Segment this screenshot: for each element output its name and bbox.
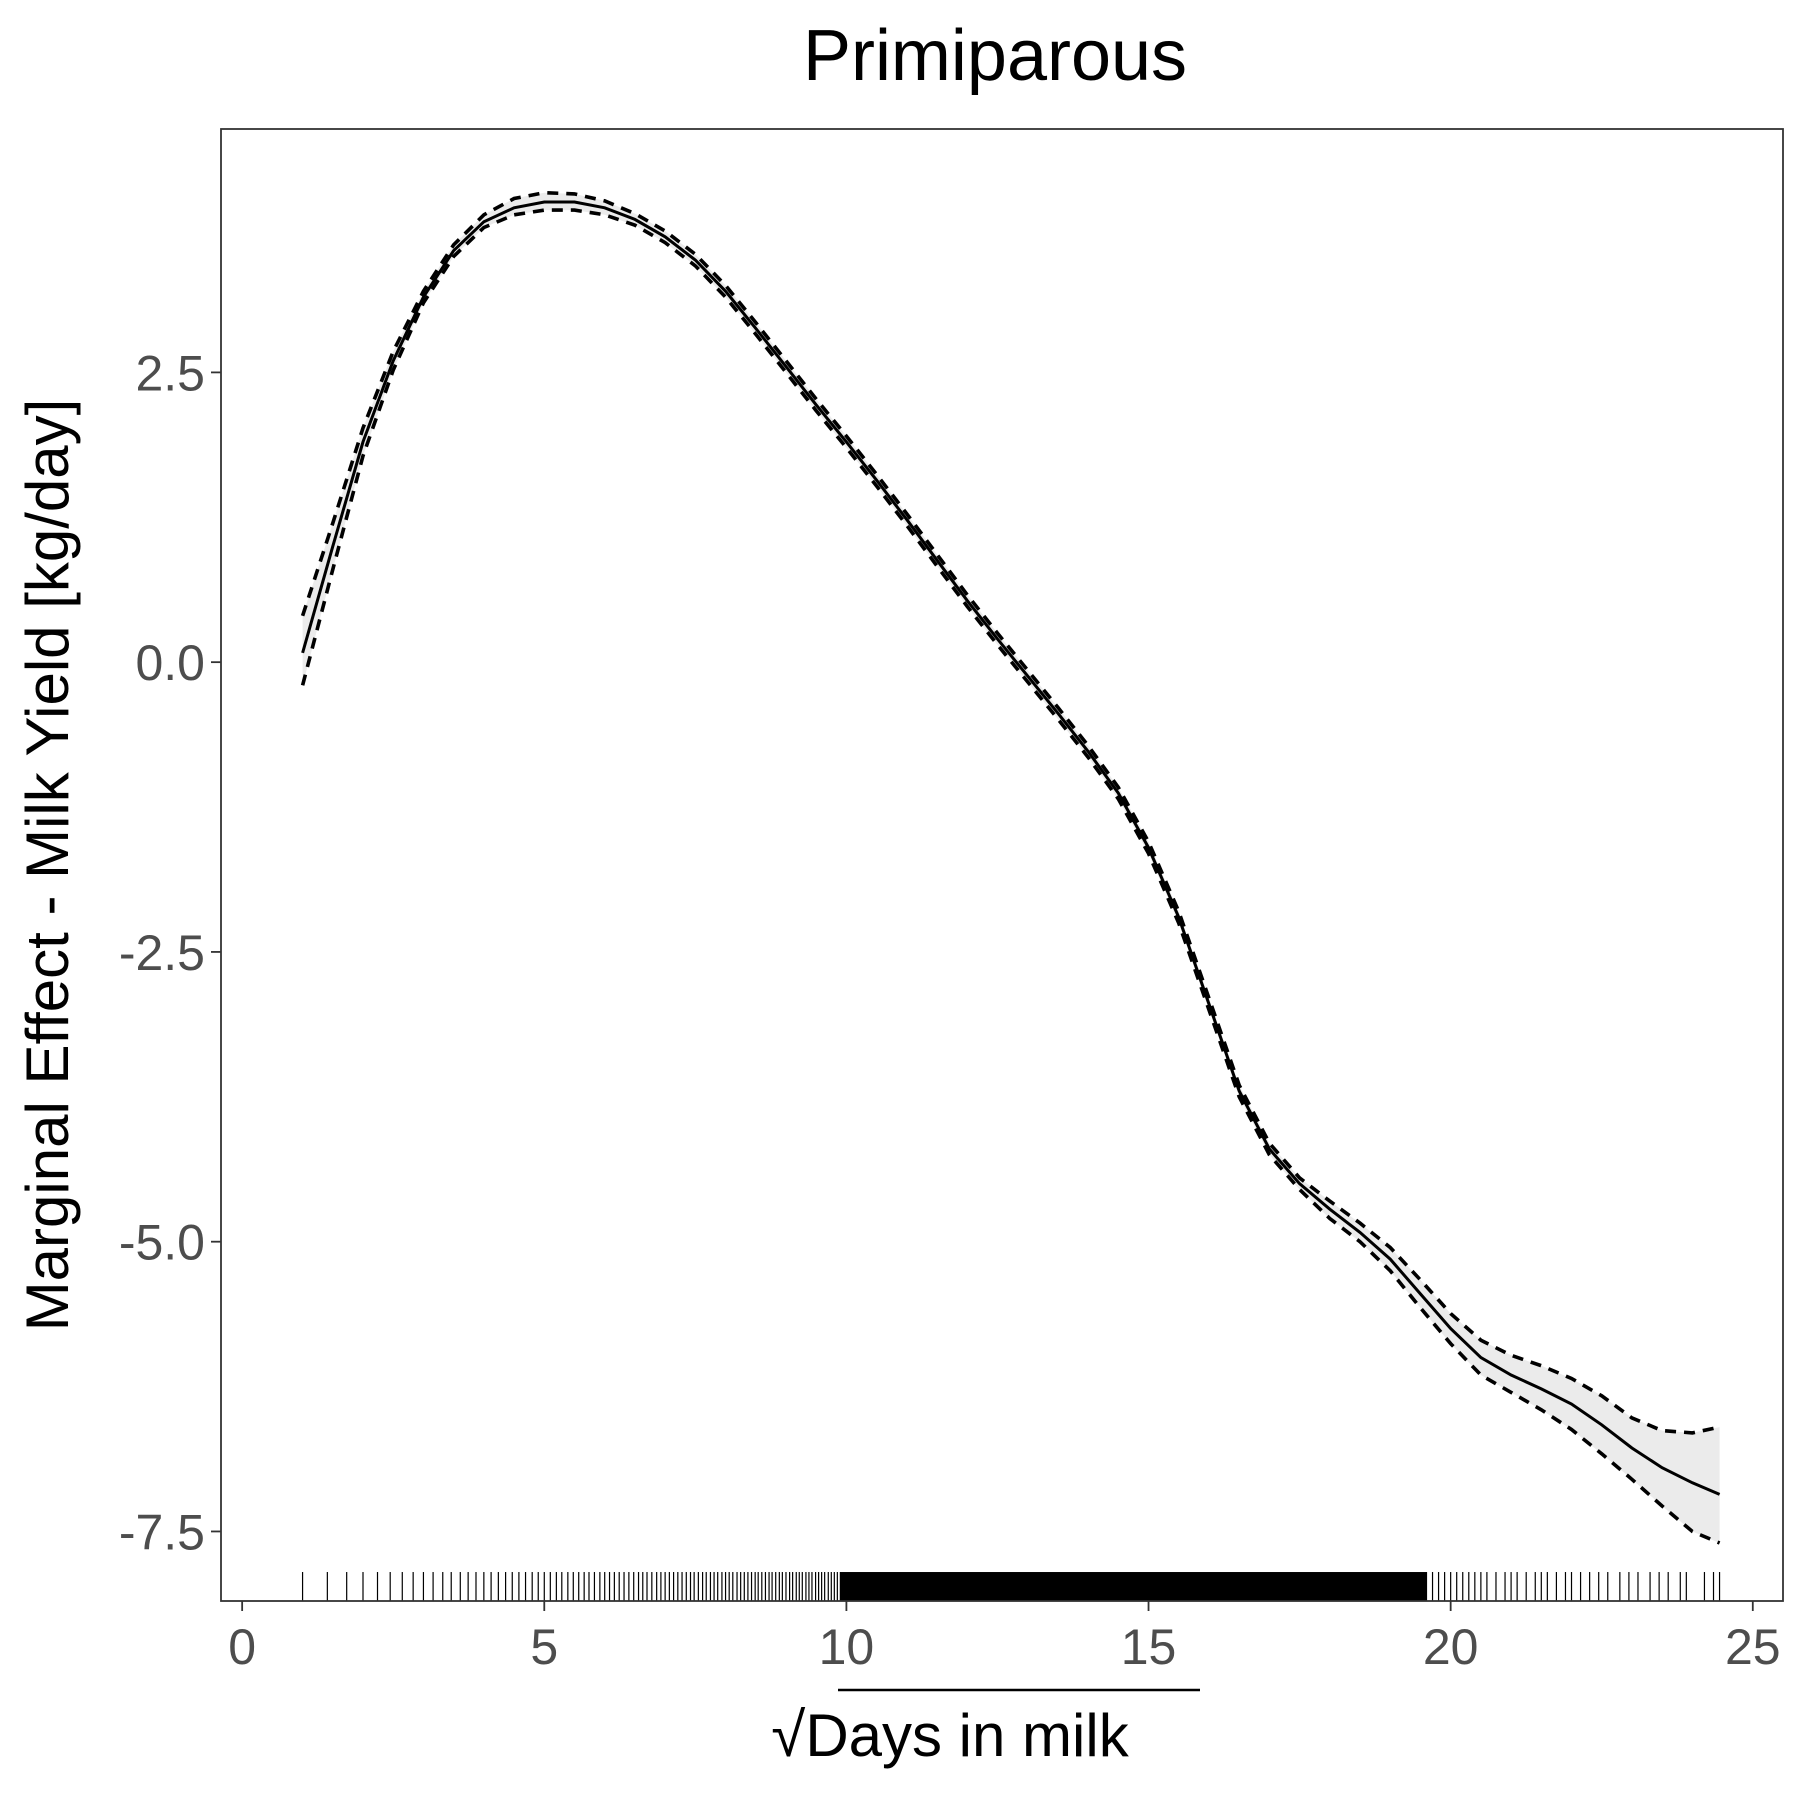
x-tick-label: 25: [1725, 1619, 1781, 1675]
plot-area: [220, 128, 1784, 1602]
x-axis-label: √Days in milk: [771, 1701, 1129, 1770]
y-tick-label: -2.5: [119, 925, 205, 981]
x-axis-label-text: Days in milk: [805, 1702, 1129, 1769]
x-tick-label: 10: [819, 1619, 875, 1675]
y-tick-label: 0.0: [135, 635, 205, 691]
y-tick-label: -7.5: [119, 1504, 205, 1560]
rug-marks: [301, 1572, 1721, 1601]
y-axis: 2.5 0.0 -2.5 -5.0 -7.5: [119, 345, 221, 1560]
estimate-line: [301, 200, 1721, 1496]
plot-border: [220, 128, 1784, 1602]
x-axis: 0 5 10 15 20 25: [228, 1601, 1781, 1675]
upper-bound-line: [300, 190, 1720, 1435]
x-tick-label: 15: [1121, 1619, 1177, 1675]
y-tick-label: -5.0: [119, 1215, 205, 1271]
chart-title: Primiparous: [803, 16, 1187, 96]
lower-bound-line: [300, 208, 1721, 1545]
plot-background: [221, 129, 1783, 1601]
x-axis-radical: √: [771, 1701, 805, 1770]
x-tick-label: 20: [1423, 1619, 1479, 1675]
x-tick-label: 5: [530, 1619, 558, 1675]
x-tick-label: 0: [228, 1619, 256, 1675]
rug-dense-region: [840, 1572, 1427, 1601]
y-tick-label: 2.5: [135, 345, 205, 401]
y-axis-label: Marginal Effect - Milk Yield [kg/day]: [14, 399, 81, 1332]
